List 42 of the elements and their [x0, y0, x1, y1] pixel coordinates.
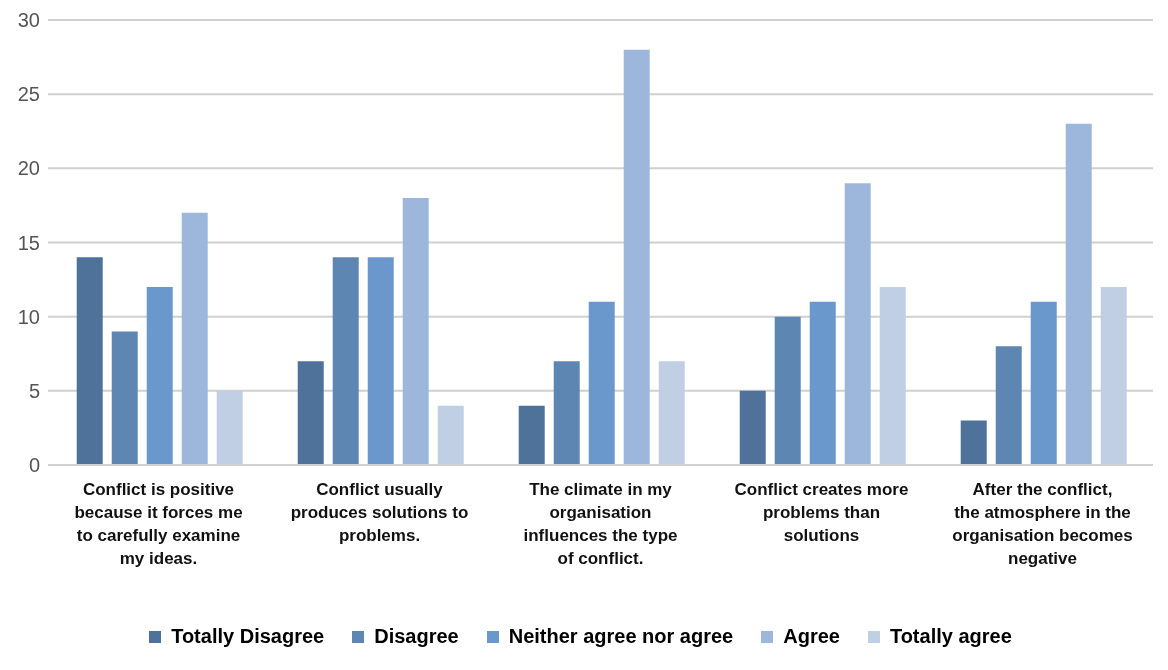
- y-tick-label: 15: [17, 231, 40, 254]
- x-tick-label: Conflict is positive because it forces me to carefully examine my ideas.: [74, 480, 243, 568]
- x-tick-label: Conflict creates more problems than solutions: [734, 480, 909, 545]
- y-tick-label: 5: [28, 379, 40, 402]
- y-tick-label: 10: [17, 305, 40, 328]
- bar: [216, 390, 243, 465]
- bar: [297, 361, 324, 465]
- bar: [553, 361, 580, 465]
- bar: [995, 346, 1022, 465]
- bar: [367, 257, 394, 465]
- bar: [739, 390, 766, 465]
- bar: [111, 331, 138, 465]
- legend-label: Totally Disagree: [171, 625, 325, 648]
- bar: [658, 361, 685, 465]
- bar: [623, 49, 650, 465]
- bar: [1100, 287, 1127, 465]
- legend-label: Totally agree: [889, 625, 1012, 648]
- y-tick-label: 20: [17, 157, 40, 180]
- bar: [181, 212, 208, 465]
- x-tick-label: Conflict usually produces solutions to problems.: [290, 480, 469, 545]
- x-tick-label: The climate in my organisation influences the type of conflict.: [523, 480, 678, 568]
- bar: [844, 183, 871, 465]
- bar: [879, 287, 906, 465]
- bar: [437, 405, 464, 465]
- x-tick-label: After the conflict, the atmosphere in the organisation becomes negative: [952, 480, 1133, 568]
- y-tick-label: 30: [17, 9, 40, 32]
- bar: [146, 287, 173, 465]
- bar: [960, 420, 987, 465]
- bar: [1065, 123, 1092, 465]
- legend-label: Neither agree nor agree: [508, 625, 734, 648]
- y-tick-label: 25: [17, 83, 40, 106]
- y-tick-label: 0: [28, 454, 40, 477]
- bar: [774, 316, 801, 465]
- bar: [588, 301, 615, 465]
- bar: [1030, 301, 1057, 465]
- legend-label: Disagree: [374, 625, 459, 648]
- bar: [518, 405, 545, 465]
- bar: [402, 198, 429, 465]
- bar: [332, 257, 359, 465]
- legend-label: Agree: [783, 625, 840, 648]
- bar: [76, 257, 103, 465]
- bar: [809, 301, 836, 465]
